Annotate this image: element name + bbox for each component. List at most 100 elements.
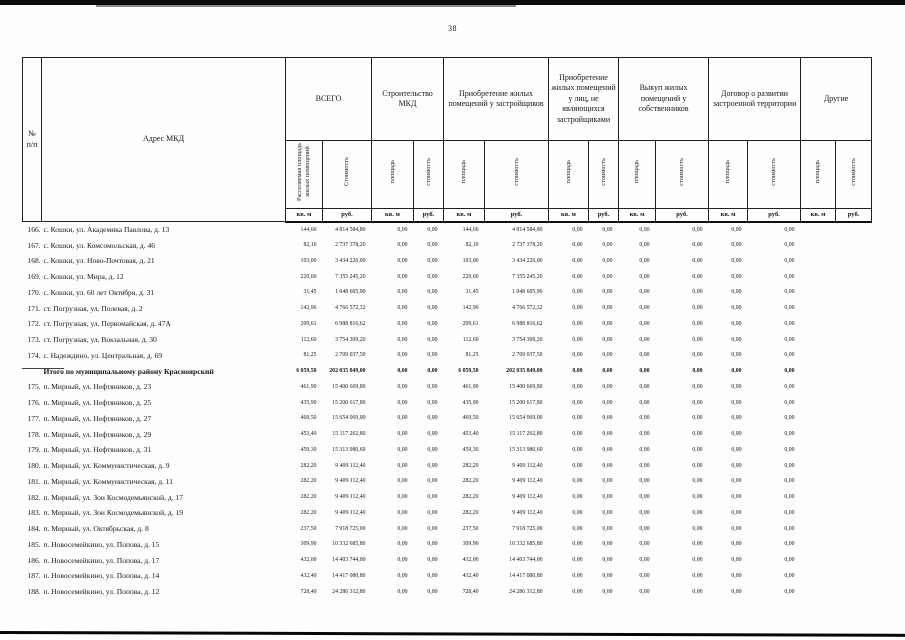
cell-value: 0,00 — [784, 257, 795, 264]
cell-value — [801, 300, 836, 316]
cell-value: 0,00 — [639, 383, 650, 390]
table-row: 166. с. Кошки, ул. Академика Павлова, д. … — [23, 222, 872, 238]
rotated-label: площадь — [564, 160, 572, 184]
cell-value: 0,00 — [602, 336, 613, 343]
cell-value: 220,60 — [300, 273, 317, 280]
cell-value: 0,00 — [397, 273, 408, 280]
cell-value: 9 409 112,40 — [512, 462, 543, 469]
row-address: п. Мирный, ул. Октябрьская, д. 8 — [43, 524, 149, 534]
cell-value: 0,00 — [639, 572, 650, 579]
cell-value: 0,00 — [427, 336, 438, 343]
cell-value: 0,00 — [427, 273, 438, 280]
subheader-vsego-area: Расселяемая площадь жилых помещений — [285, 140, 323, 209]
cell-value: 0,00 — [397, 352, 408, 359]
cell-value — [836, 411, 872, 427]
table-row: 171. ст. Погрузная, ул. Полевая, д. 2 142,… — [23, 300, 872, 316]
cell-value: 0,00 — [602, 588, 613, 595]
subheader-vsego-cost: Стоимость — [321, 140, 373, 209]
cell-value: 0,00 — [572, 383, 583, 390]
cell-value: 15 313 980,60 — [332, 446, 366, 453]
table-row: 184. п. Мирный, ул. Октябрьская, д. 8 237,… — [23, 521, 872, 537]
row-number: 167. — [27, 240, 41, 250]
cell-value: 0,00 — [731, 399, 742, 406]
header-group-dogovor: Договор о развитии застроенной территори… — [708, 57, 802, 141]
row-number — [23, 363, 42, 379]
cell-value: 0,00 — [397, 509, 408, 516]
cell-value: 0,00 — [397, 368, 408, 375]
row-number: 170. — [27, 287, 41, 297]
cell-value: 435,90 — [300, 399, 317, 406]
table-row: 179. п. Мирный, ул. Нефтяников, д. 31 459,… — [23, 442, 872, 458]
cell-value: 0,00 — [639, 368, 650, 375]
cell-value: 0,00 — [639, 415, 650, 422]
cell-value — [836, 348, 872, 364]
cell-value: 0,00 — [602, 226, 613, 233]
cell-value: 0,00 — [602, 541, 613, 548]
cell-value — [801, 253, 836, 269]
cell-value — [801, 332, 836, 348]
cell-value: 0,00 — [572, 478, 583, 485]
row-number: 183. — [27, 508, 41, 518]
cell-value: 9 409 112,40 — [512, 494, 543, 501]
cell-value: 0,00 — [692, 305, 703, 312]
cell-value: 0,00 — [731, 242, 742, 249]
cell-value: 0,00 — [784, 305, 795, 312]
cell-value: 0,00 — [427, 352, 438, 359]
cell-value: 0,00 — [427, 509, 438, 516]
row-number: 182. — [27, 492, 41, 502]
unit-label: кв. м — [548, 208, 590, 223]
cell-value: 0,00 — [397, 525, 408, 532]
cell-value: 0,00 — [639, 431, 650, 438]
unit-label: руб. — [835, 208, 873, 223]
cell-value: 469,50 — [462, 415, 479, 422]
cell-value: 728,40 — [300, 588, 317, 595]
row-number: 184. — [27, 524, 41, 534]
cell-value: 0,00 — [427, 415, 438, 422]
row-number: 188. — [27, 587, 41, 597]
subheader-litsa-cost: стоимость — [588, 140, 620, 209]
cell-value — [801, 584, 836, 600]
subheader-vykup-area: площадь — [618, 140, 657, 209]
cell-value: 0,00 — [692, 462, 703, 469]
cell-value: 0,00 — [784, 289, 795, 296]
table-row: 188. п. Новосемейкино, ул. Попова, д. 12 7… — [23, 584, 872, 600]
cell-value — [836, 395, 872, 411]
header-group-priobretenie-litsa: Приобретение жилых помещений у лиц, не я… — [548, 57, 620, 141]
table-row: 175. п. Мирный, ул. Нефтяников, д. 23 461,… — [23, 379, 872, 395]
row-address: п. Новосемейкино, ул. Попова, д. 14 — [43, 571, 160, 581]
cell-value: 142,96 — [462, 305, 479, 312]
cell-value: 0,00 — [572, 462, 583, 469]
row-number: 174. — [27, 350, 41, 360]
header-group-vykup: Выкуп жилых помещений у собственников — [618, 57, 710, 141]
subheader-drugie-area: площадь — [800, 140, 837, 209]
cell-value: 0,00 — [427, 462, 438, 469]
cell-value: 1 048 605,90 — [512, 289, 543, 296]
subheader-dogovor-area: площадь — [708, 140, 749, 209]
cell-value: 0,00 — [602, 352, 613, 359]
row-number: 178. — [27, 429, 41, 439]
cell-value: 0,00 — [397, 572, 408, 579]
cell-value: 0,00 — [397, 588, 408, 595]
table-row: 181. п. Мирный, ул. Коммунистическая, д. … — [23, 474, 872, 490]
unit-label: руб. — [588, 208, 620, 223]
cell-value: 0,00 — [572, 588, 583, 595]
cell-value: 0,00 — [572, 289, 583, 296]
cell-value: 3 754 309,20 — [512, 336, 543, 343]
table-row: 183. п. Мирный, ул. Зои Космодемьянской, … — [23, 505, 872, 521]
cell-value: 0,00 — [572, 494, 583, 501]
cell-value: 0,00 — [397, 320, 408, 327]
row-number: 187. — [27, 571, 41, 581]
cell-value — [801, 568, 836, 584]
cell-value: 435,90 — [462, 399, 479, 406]
cell-value: 0,00 — [427, 399, 438, 406]
cell-value: 0,00 — [692, 557, 703, 564]
header-group-vsego: ВСЕГО — [284, 57, 373, 141]
cell-value — [836, 568, 872, 584]
cell-value: 4 814 584,80 — [335, 226, 366, 233]
table-row: 176. п. Мирный, ул. Нефтяников, д. 25 435,… — [23, 395, 872, 411]
cell-value: 15 400 669,80 — [332, 383, 366, 390]
cell-value: 432,40 — [462, 572, 479, 579]
cell-value: 10 332 685,80 — [509, 541, 543, 548]
cell-value: 309,90 — [300, 541, 317, 548]
cell-value — [801, 363, 836, 379]
